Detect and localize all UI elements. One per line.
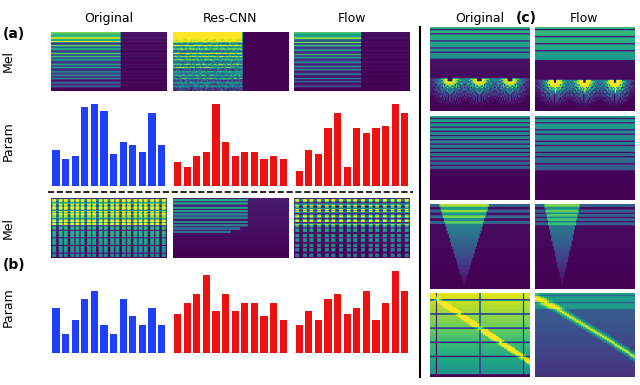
Bar bbox=[334, 294, 341, 353]
Bar bbox=[100, 110, 108, 186]
Bar bbox=[392, 271, 399, 353]
Bar bbox=[315, 320, 322, 353]
Bar bbox=[232, 311, 239, 353]
Bar bbox=[129, 316, 136, 353]
Bar bbox=[392, 104, 399, 186]
Bar bbox=[91, 104, 98, 186]
Bar bbox=[62, 159, 69, 186]
Bar bbox=[296, 171, 303, 186]
Bar bbox=[158, 325, 165, 353]
Text: Flow: Flow bbox=[570, 12, 599, 25]
Bar bbox=[251, 152, 258, 186]
Bar bbox=[222, 294, 229, 353]
Bar bbox=[251, 303, 258, 353]
Bar bbox=[193, 294, 200, 353]
Text: Original: Original bbox=[455, 12, 504, 25]
Bar bbox=[193, 156, 200, 186]
Bar bbox=[363, 133, 370, 186]
Bar bbox=[232, 156, 239, 186]
Bar bbox=[148, 308, 156, 353]
Bar bbox=[324, 299, 332, 353]
Bar bbox=[353, 128, 360, 186]
Bar bbox=[401, 291, 408, 353]
Bar bbox=[139, 325, 146, 353]
Bar bbox=[81, 107, 88, 186]
Bar bbox=[52, 150, 60, 186]
Bar bbox=[139, 152, 146, 186]
Bar bbox=[344, 314, 351, 353]
Bar bbox=[91, 291, 98, 353]
Text: (a): (a) bbox=[3, 27, 26, 41]
Bar bbox=[270, 303, 277, 353]
Text: (c): (c) bbox=[515, 11, 536, 25]
Text: Param: Param bbox=[1, 121, 14, 161]
Bar bbox=[148, 113, 156, 186]
Text: Original: Original bbox=[84, 12, 133, 25]
Bar bbox=[62, 334, 69, 353]
Bar bbox=[129, 145, 136, 186]
Bar bbox=[174, 162, 181, 186]
Bar bbox=[324, 128, 332, 186]
Bar bbox=[241, 303, 248, 353]
Bar bbox=[260, 159, 268, 186]
Bar bbox=[212, 311, 220, 353]
Bar bbox=[315, 154, 322, 186]
Text: Mel: Mel bbox=[1, 217, 14, 239]
Bar bbox=[280, 159, 287, 186]
Bar bbox=[372, 128, 380, 186]
Bar bbox=[72, 156, 79, 186]
Text: Res-CNN: Res-CNN bbox=[203, 12, 258, 25]
Bar bbox=[270, 156, 277, 186]
Bar bbox=[110, 154, 117, 186]
Bar bbox=[120, 299, 127, 353]
Bar bbox=[305, 150, 312, 186]
Bar bbox=[110, 334, 117, 353]
Bar bbox=[382, 303, 389, 353]
Bar bbox=[184, 167, 191, 186]
Bar bbox=[353, 308, 360, 353]
Bar bbox=[296, 325, 303, 353]
Text: Param: Param bbox=[1, 288, 14, 327]
Bar bbox=[344, 167, 351, 186]
Text: (b): (b) bbox=[3, 258, 26, 272]
Bar bbox=[372, 320, 380, 353]
Bar bbox=[363, 291, 370, 353]
Bar bbox=[184, 303, 191, 353]
Bar bbox=[260, 316, 268, 353]
Bar bbox=[222, 142, 229, 186]
Bar bbox=[81, 299, 88, 353]
Bar bbox=[174, 314, 181, 353]
Bar bbox=[401, 113, 408, 186]
Bar bbox=[382, 126, 389, 186]
Bar bbox=[334, 113, 341, 186]
Bar bbox=[280, 320, 287, 353]
Bar bbox=[158, 145, 165, 186]
Bar bbox=[120, 142, 127, 186]
Bar bbox=[72, 320, 79, 353]
Bar bbox=[203, 275, 210, 353]
Bar bbox=[203, 152, 210, 186]
Bar bbox=[305, 311, 312, 353]
Text: Flow: Flow bbox=[338, 12, 366, 25]
Bar bbox=[212, 104, 220, 186]
Bar bbox=[100, 325, 108, 353]
Text: Mel: Mel bbox=[1, 50, 14, 72]
Bar bbox=[52, 308, 60, 353]
Bar bbox=[241, 152, 248, 186]
